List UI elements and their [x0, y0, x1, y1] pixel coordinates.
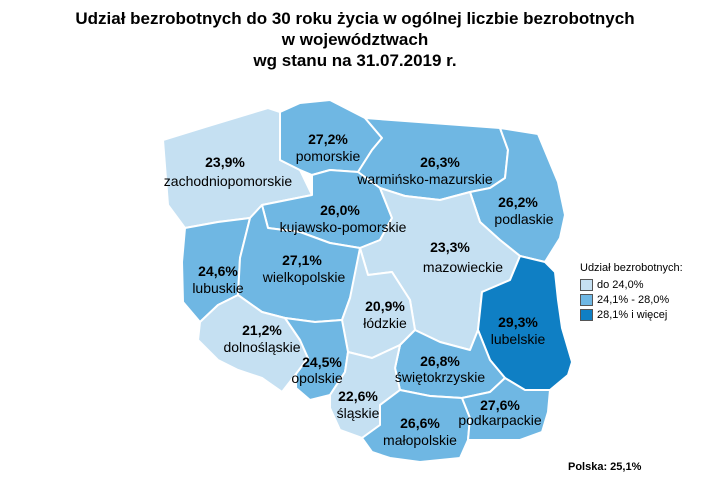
name-kujawsko-pomorskie: kujawsko-pomorskie [280, 219, 407, 235]
value-kujawsko-pomorskie: 26,0% [320, 202, 360, 218]
legend-label-low: do 24,0% [597, 278, 644, 291]
value-podlaskie: 26,2% [498, 194, 538, 210]
legend-label-high: 28,1% i więcej [597, 308, 668, 321]
name-podlaskie: podlaskie [494, 211, 553, 227]
value-podkarpackie: 27,6% [480, 397, 520, 413]
name-dolnoslaskie: dolnośląskie [223, 339, 300, 355]
title-line-1: Udział bezrobotnych do 30 roku życia w o… [75, 9, 635, 28]
legend-item-low: do 24,0% [580, 277, 683, 292]
labels-layer: 23,9% zachodniopomorskie 27,2% pomorskie… [164, 131, 554, 448]
region-podkarpackie[interactable] [461, 377, 551, 441]
value-lubuskie: 24,6% [198, 263, 238, 279]
legend-swatch-high [580, 308, 593, 321]
value-zachodniopomorskie: 23,9% [205, 154, 245, 170]
name-lubelskie: lubelskie [491, 331, 546, 347]
legend-label-mid: 24,1% - 28,0% [597, 293, 670, 306]
value-warminsko-mazurskie: 26,3% [420, 154, 460, 170]
name-opolskie: opolskie [291, 370, 343, 386]
region-malopolskie[interactable] [361, 389, 471, 463]
name-podkarpackie: podkarpackie [458, 412, 541, 428]
name-wielkopolskie: wielkopolskie [262, 269, 346, 285]
value-slaskie: 22,6% [338, 388, 378, 404]
name-warminsko-mazurskie: warmińsko-mazurskie [356, 171, 493, 187]
name-mazowieckie: mazowieckie [423, 259, 503, 275]
name-malopolskie: małopolskie [383, 432, 457, 448]
legend-item-high: 28,1% i więcej [580, 307, 683, 322]
value-dolnoslaskie: 21,2% [242, 322, 282, 338]
name-zachodniopomorskie: zachodniopomorskie [164, 173, 293, 189]
name-pomorskie: pomorskie [296, 148, 361, 164]
name-slaskie: śląskie [337, 405, 380, 421]
title-line-2: w województwach [281, 30, 429, 49]
name-swietokrzyskie: świętokrzyskie [395, 369, 485, 385]
legend-title: Udział bezrobotnych: [580, 262, 683, 274]
legend-swatch-low [580, 278, 593, 291]
value-pomorskie: 27,2% [308, 131, 348, 147]
name-lodzkie: łódzkie [363, 315, 407, 331]
legend-item-mid: 24,1% - 28,0% [580, 292, 683, 307]
value-wielkopolskie: 27,1% [282, 252, 322, 268]
regions-layer [162, 99, 573, 463]
value-lubelskie: 29,3% [498, 314, 538, 330]
region-opolskie[interactable] [284, 317, 349, 401]
map-legend: Udział bezrobotnych: do 24,0% 24,1% - 28… [580, 262, 683, 322]
value-opolskie: 24,5% [302, 354, 342, 370]
poland-total: Polska: 25,1% [568, 461, 642, 473]
value-swietokrzyskie: 26,8% [420, 353, 460, 369]
map-title: Udział bezrobotnych do 30 roku życia w o… [0, 8, 710, 71]
name-lubuskie: lubuskie [192, 280, 244, 296]
title-line-3: wg stanu na 31.07.2019 r. [253, 51, 457, 70]
value-lodzkie: 20,9% [365, 298, 405, 314]
value-mazowieckie: 23,3% [430, 239, 470, 255]
legend-swatch-mid [580, 293, 593, 306]
value-malopolskie: 26,6% [400, 415, 440, 431]
